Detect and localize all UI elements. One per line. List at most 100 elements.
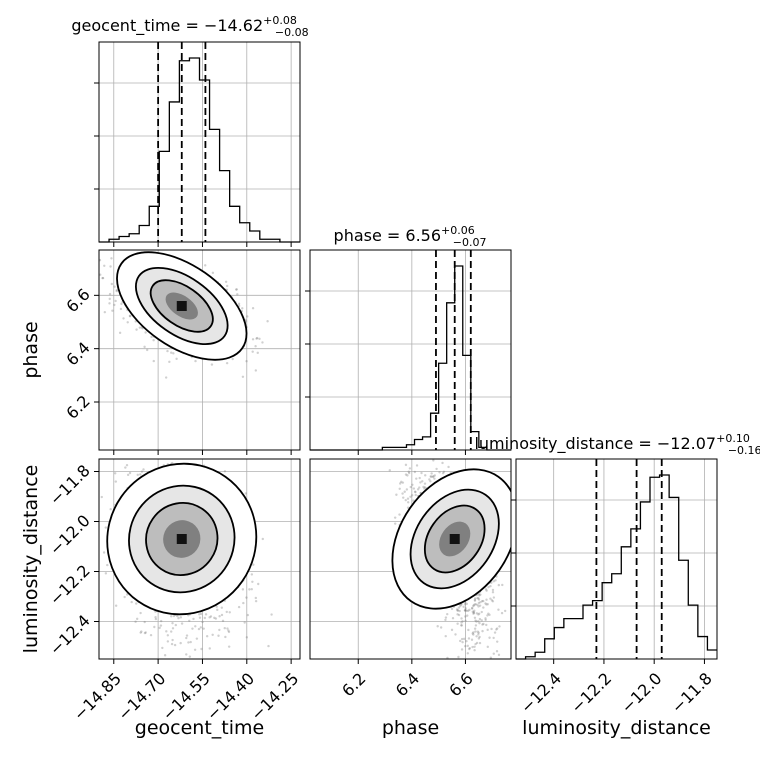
sample-point	[241, 588, 245, 591]
sample-point	[103, 264, 106, 267]
sample-point	[114, 604, 118, 607]
sample-point	[456, 622, 459, 625]
sample-point	[261, 341, 264, 344]
sample-point	[143, 620, 146, 624]
sample-point	[225, 284, 229, 288]
sample-point	[190, 439, 192, 441]
sample-point	[480, 619, 483, 622]
sample-point	[395, 493, 398, 496]
sample-point	[461, 640, 464, 644]
x-tick-label: −11.8	[668, 669, 716, 717]
sample-point	[166, 634, 170, 637]
sample-point	[228, 611, 231, 614]
sample-point	[503, 609, 507, 613]
sample-point	[490, 627, 493, 631]
sample-point	[476, 630, 480, 633]
sample-point	[254, 369, 258, 372]
sample-point	[243, 621, 246, 624]
sample-point	[495, 628, 498, 631]
sample-point	[225, 361, 229, 365]
sample-point	[128, 314, 132, 318]
sample-point	[187, 641, 190, 644]
sample-point	[414, 493, 417, 497]
sample-point	[446, 656, 449, 659]
sample-point	[135, 617, 139, 621]
sample-point	[487, 612, 490, 615]
sample-point	[171, 621, 174, 625]
sample-point	[211, 271, 215, 275]
sample-point	[179, 641, 182, 645]
sample-point	[115, 288, 118, 292]
sample-point	[217, 634, 220, 637]
sample-point	[124, 466, 127, 469]
sample-point	[149, 633, 153, 637]
sample-point	[477, 620, 480, 623]
sample-point	[441, 472, 445, 475]
y-tick-label: 6.2	[62, 391, 93, 422]
sample-point	[497, 583, 501, 587]
sample-point	[485, 598, 488, 601]
sample-point	[220, 606, 224, 609]
sample-point	[194, 625, 197, 628]
sample-point	[99, 258, 102, 262]
sample-point	[139, 611, 142, 615]
sample-point	[115, 289, 118, 293]
sample-point	[463, 609, 467, 612]
sample-point	[472, 612, 475, 615]
contour-line	[145, 502, 219, 576]
sample-point	[242, 601, 245, 605]
sample-point	[135, 602, 138, 605]
sample-point	[486, 628, 489, 632]
sample-point	[170, 351, 173, 354]
sample-point	[462, 605, 465, 608]
density-peak	[449, 534, 460, 544]
sample-point	[456, 613, 459, 616]
sample-point	[444, 616, 448, 619]
sample-point	[251, 350, 254, 353]
sample-point	[146, 348, 149, 352]
sample-point	[244, 492, 248, 495]
sample-point	[447, 465, 450, 469]
sample-point	[490, 599, 494, 602]
density-peak	[176, 534, 187, 544]
sample-point	[135, 328, 138, 331]
sample-point	[492, 580, 496, 583]
sample-point	[485, 589, 488, 592]
sample-point	[237, 605, 241, 609]
sample-point	[460, 617, 463, 620]
sample-point	[108, 292, 112, 296]
sample-point	[492, 636, 495, 640]
sample-point	[227, 629, 230, 632]
title-text: geocent_time = −14.62+0.08 −0.08	[71, 14, 308, 39]
sample-point	[216, 608, 219, 612]
sample-point	[99, 273, 102, 276]
sample-point	[419, 481, 422, 484]
sample-point	[473, 609, 476, 612]
sample-point	[134, 620, 137, 623]
sample-point	[484, 618, 487, 622]
sample-point	[251, 338, 255, 341]
contour-line	[409, 488, 500, 590]
sample-point	[191, 627, 194, 630]
title-plus: +0.06	[441, 224, 475, 237]
sample-point	[460, 637, 464, 641]
sample-point	[433, 477, 436, 480]
sample-point	[429, 480, 432, 483]
sample-point	[428, 478, 431, 481]
sample-point	[89, 459, 91, 461]
sample-point	[477, 598, 481, 601]
sample-point	[487, 677, 489, 679]
sample-point	[500, 611, 504, 615]
sample-point	[473, 645, 476, 648]
ticks	[94, 471, 292, 664]
sample-point	[197, 627, 201, 631]
sample-point	[472, 611, 476, 615]
sample-point	[78, 271, 80, 273]
y-tick-label: −12.0	[46, 511, 94, 559]
title-minus: −0.07	[453, 236, 487, 249]
sample-point	[486, 645, 489, 649]
sample-point	[439, 626, 443, 629]
sample-point	[106, 563, 109, 567]
sample-point	[246, 315, 249, 318]
sample-point	[400, 480, 403, 484]
